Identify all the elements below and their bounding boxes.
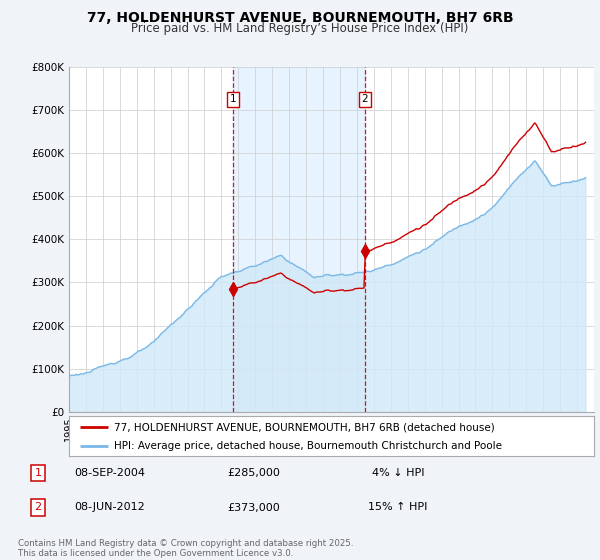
Text: Contains HM Land Registry data © Crown copyright and database right 2025.
This d: Contains HM Land Registry data © Crown c… bbox=[18, 539, 353, 558]
Text: HPI: Average price, detached house, Bournemouth Christchurch and Poole: HPI: Average price, detached house, Bour… bbox=[113, 441, 502, 451]
Text: 77, HOLDENHURST AVENUE, BOURNEMOUTH, BH7 6RB (detached house): 77, HOLDENHURST AVENUE, BOURNEMOUTH, BH7… bbox=[113, 422, 494, 432]
Bar bbox=[233, 67, 365, 412]
Text: 1: 1 bbox=[230, 95, 237, 105]
Text: 2: 2 bbox=[361, 95, 368, 105]
Text: 08-JUN-2012: 08-JUN-2012 bbox=[74, 502, 145, 512]
Text: £373,000: £373,000 bbox=[227, 502, 280, 512]
Text: £285,000: £285,000 bbox=[227, 468, 280, 478]
Text: Price paid vs. HM Land Registry’s House Price Index (HPI): Price paid vs. HM Land Registry’s House … bbox=[131, 22, 469, 35]
Text: 4% ↓ HPI: 4% ↓ HPI bbox=[371, 468, 424, 478]
Text: 77, HOLDENHURST AVENUE, BOURNEMOUTH, BH7 6RB: 77, HOLDENHURST AVENUE, BOURNEMOUTH, BH7… bbox=[86, 11, 514, 25]
Text: 1: 1 bbox=[34, 468, 41, 478]
Text: 2: 2 bbox=[34, 502, 41, 512]
Text: 08-SEP-2004: 08-SEP-2004 bbox=[74, 468, 145, 478]
Text: 15% ↑ HPI: 15% ↑ HPI bbox=[368, 502, 428, 512]
